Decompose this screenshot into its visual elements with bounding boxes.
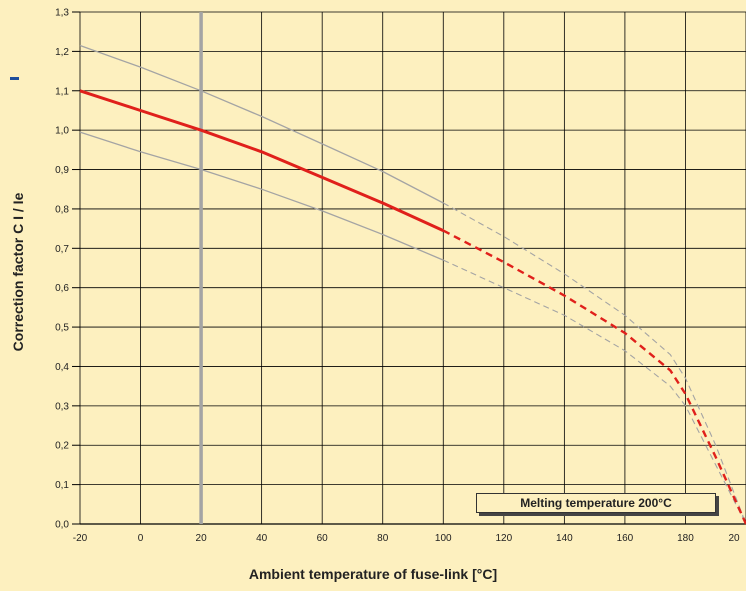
x-axis-label: Ambient temperature of fuse-link [°C] bbox=[248, 566, 498, 582]
y-tick-label: 0,5 bbox=[55, 323, 69, 334]
x-tick-label: 100 bbox=[435, 533, 452, 544]
x-tick-label: 20 bbox=[196, 533, 208, 544]
x-tick-label: 20 bbox=[728, 533, 740, 544]
x-tick-label: 180 bbox=[677, 533, 694, 544]
y-tick-label: 0,4 bbox=[55, 362, 69, 373]
x-tick-label: 120 bbox=[495, 533, 512, 544]
y-tick-label: 1,3 bbox=[55, 8, 69, 19]
curve-upper-solid bbox=[79, 44, 444, 204]
curve-lower-dashed bbox=[443, 259, 746, 525]
y-tick-label: 0,0 bbox=[55, 520, 69, 531]
y-tick-label: 0,1 bbox=[55, 480, 69, 491]
curve-lower-solid bbox=[79, 131, 444, 261]
x-tick-label: 140 bbox=[556, 533, 573, 544]
x-tick-label: -20 bbox=[73, 533, 88, 544]
curve-upper-dashed bbox=[443, 202, 746, 525]
y-axis-label: Correction factor C I / Ie bbox=[10, 192, 26, 351]
y-tick-label: 0,7 bbox=[55, 244, 69, 255]
curve-main-solid bbox=[79, 89, 444, 232]
y-tick-label: 0,8 bbox=[55, 204, 69, 215]
x-ticks: -20 0 20 40 60 80 100 120 140 160 180 20 bbox=[73, 533, 740, 544]
curve-main-dashed bbox=[442, 229, 746, 525]
x-tick-label: 60 bbox=[317, 533, 329, 544]
y-tick-label: 1,1 bbox=[55, 86, 69, 97]
y-tick-label: 0,2 bbox=[55, 441, 69, 452]
x-tick-label: 40 bbox=[256, 533, 268, 544]
y-tick-label: 1,2 bbox=[55, 47, 69, 58]
grid bbox=[79, 11, 746, 525]
y-tick-label: 0,3 bbox=[55, 401, 69, 412]
x-tick-label: 0 bbox=[138, 533, 144, 544]
y-ticks: 0,0 0,1 0,2 0,3 0,4 0,5 0,6 0,7 0,8 0,9 1,0 1,1 1,2 1… bbox=[55, 8, 80, 531]
x-tick-label: 80 bbox=[377, 533, 389, 544]
y-tick-label: 0,6 bbox=[55, 283, 69, 294]
accent-mark bbox=[10, 77, 19, 80]
x-tick-label: 160 bbox=[617, 533, 634, 544]
y-tick-label: 1,0 bbox=[55, 126, 69, 137]
curves bbox=[79, 44, 746, 525]
y-tick-label: 0,9 bbox=[55, 165, 69, 176]
melting-temperature-annotation: Melting temperature 200°C bbox=[476, 493, 716, 513]
